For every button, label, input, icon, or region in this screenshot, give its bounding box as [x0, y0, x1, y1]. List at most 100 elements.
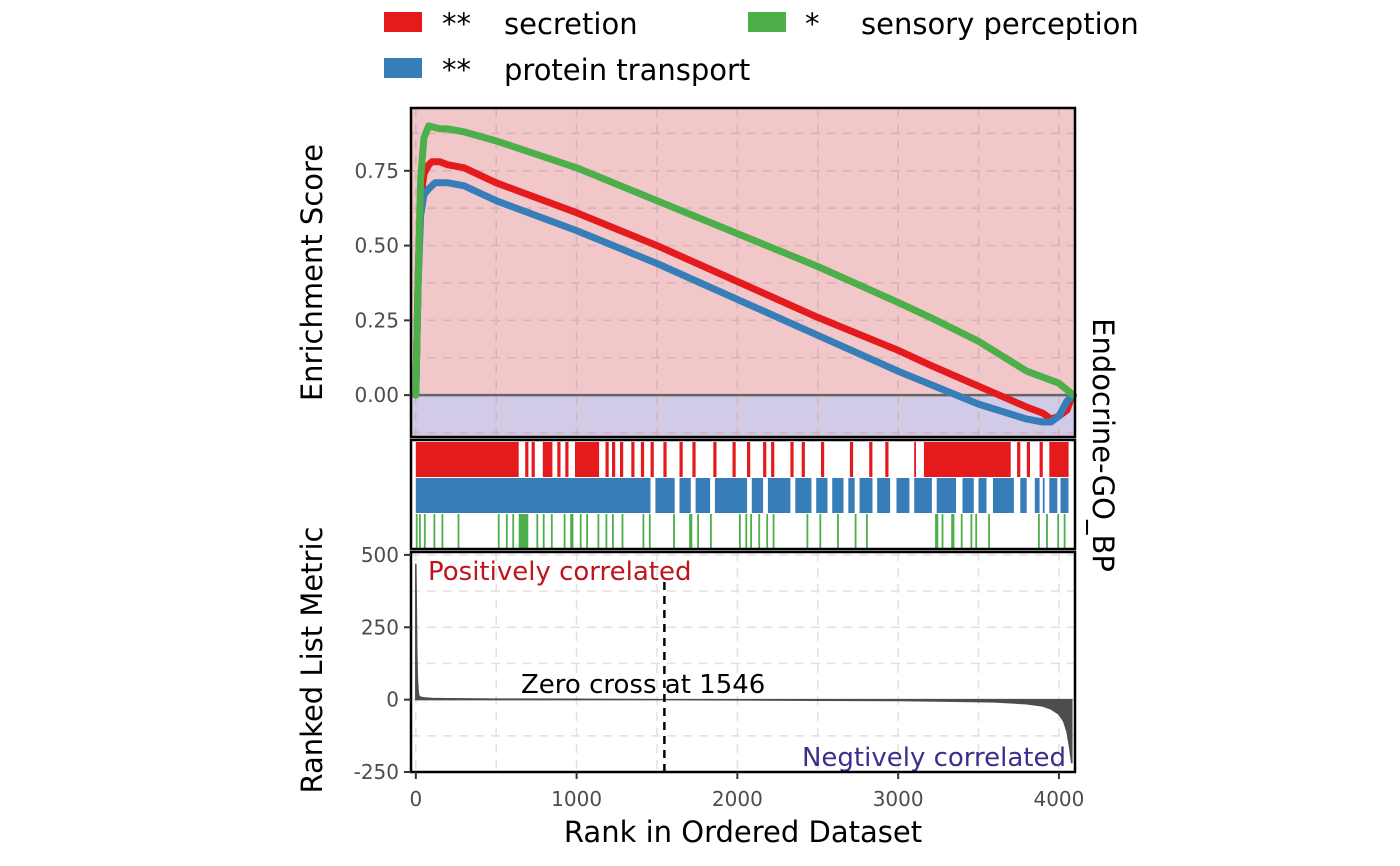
hit-block — [423, 514, 426, 549]
hit-block — [1042, 478, 1045, 513]
hit-block — [497, 514, 500, 549]
metric-y-tick-label: 250 — [361, 615, 399, 639]
hit-block — [1038, 514, 1040, 549]
hit-block — [821, 442, 825, 477]
hit-block — [692, 442, 696, 477]
hit-block — [978, 478, 987, 513]
hit-block — [605, 514, 608, 549]
hit-block — [415, 514, 418, 549]
positive-region — [411, 108, 1075, 396]
hit-block — [1049, 478, 1058, 513]
hit-block — [1063, 514, 1066, 549]
hit-block — [975, 514, 978, 549]
metric-y-tick-label: 0 — [386, 688, 399, 712]
hit-block — [951, 514, 955, 549]
hit-block — [536, 514, 539, 549]
hit-block — [1034, 478, 1040, 513]
hit-block — [648, 514, 651, 549]
metric-y-axis: -250 0 250 500 — [354, 543, 411, 784]
hit-block — [505, 514, 508, 549]
hit-row-secretion — [415, 442, 1069, 477]
hit-block — [1039, 442, 1043, 477]
x-axis-title: Rank in Ordered Dataset — [564, 815, 922, 849]
hit-block — [441, 514, 444, 549]
hit-block — [960, 514, 963, 549]
hit-block — [695, 478, 711, 513]
hit-block — [993, 478, 1014, 513]
hit-block — [936, 478, 956, 513]
hit-block — [689, 514, 693, 549]
legend-swatch-sensory-perception — [748, 12, 786, 32]
es-curve-protein-transport — [412, 179, 1077, 426]
hit-block — [550, 514, 553, 549]
hit-block — [575, 442, 600, 477]
hit-block — [766, 514, 769, 549]
hit-block — [612, 514, 614, 549]
legend-label-sensory-perception: sensory perception — [861, 7, 1139, 41]
hit-block — [739, 514, 741, 549]
legend-sig-sensory-perception: * — [805, 7, 820, 41]
metric-y-tick-label: 500 — [361, 543, 399, 567]
hit-block — [557, 442, 561, 477]
hit-block — [832, 478, 844, 513]
hit-block — [866, 514, 868, 549]
legend-label-protein-transport: protein transport — [504, 53, 750, 87]
hit-block — [565, 442, 569, 477]
legend: ** secretion ** protein transport * sens… — [384, 7, 1139, 87]
hit-block — [697, 514, 699, 549]
legend-entry-sensory-perception: * sensory perception — [748, 7, 1139, 41]
es-y-tick-label: 0.75 — [354, 159, 399, 183]
hit-block — [570, 514, 574, 549]
es-y-tick-label: 0.25 — [354, 308, 399, 332]
x-axis: 0 1000 2000 3000 4000 — [409, 772, 1084, 811]
hit-block — [1049, 442, 1069, 477]
hit-block — [758, 514, 761, 549]
hit-block — [612, 442, 616, 477]
hit-block — [642, 514, 645, 549]
hit-block — [772, 514, 775, 549]
hit-block — [795, 478, 812, 513]
es-y-axis-title: Enrichment Score — [295, 144, 329, 401]
hit-block — [859, 478, 873, 513]
hit-block — [914, 478, 932, 513]
es-panel-frame — [409, 106, 1077, 439]
es-y-tick-label: 0.00 — [354, 383, 399, 407]
hit-block — [650, 442, 654, 477]
hit-block — [419, 514, 421, 549]
hit-block — [620, 442, 624, 477]
legend-sig-secretion: ** — [442, 7, 471, 41]
legend-sig-protein-transport: ** — [442, 53, 471, 87]
legend-label-secretion: secretion — [504, 7, 638, 41]
hit-block — [605, 442, 609, 477]
hit-block — [1060, 478, 1069, 513]
hit-block — [586, 514, 588, 549]
hit-block — [869, 442, 873, 477]
hit-block — [962, 478, 974, 513]
hit-block — [415, 442, 519, 477]
x-tick-label: 0 — [409, 787, 422, 811]
hit-block — [745, 514, 748, 549]
positively-correlated-label: Positively correlated — [428, 557, 692, 587]
es-curves — [412, 122, 1077, 426]
es-y-axis: 0.00 0.25 0.50 0.75 — [354, 159, 411, 407]
es-curve-sensory-perception — [412, 122, 1077, 399]
hit-block — [542, 514, 545, 549]
hit-block — [714, 478, 748, 513]
hit-block — [518, 514, 529, 549]
hit-block — [621, 514, 624, 549]
ranked-metric-area — [415, 563, 1073, 764]
hit-block — [1020, 478, 1027, 513]
hit-block — [640, 442, 645, 477]
hit-block — [679, 478, 691, 513]
hit-block — [1017, 442, 1021, 477]
legend-swatch-protein-transport — [384, 58, 422, 78]
hit-block — [525, 442, 529, 477]
hit-block — [819, 514, 822, 549]
metric-panel-frame — [409, 550, 1077, 774]
hit-row-protein-transport — [415, 478, 1069, 513]
hit-block — [837, 514, 839, 549]
hits-panel — [409, 438, 1077, 551]
hit-block — [415, 478, 651, 513]
hit-block — [790, 442, 794, 477]
